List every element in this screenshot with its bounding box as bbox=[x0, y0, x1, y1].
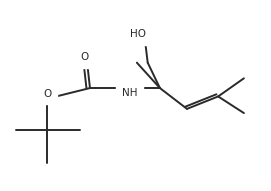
Text: NH: NH bbox=[122, 88, 137, 98]
Text: O: O bbox=[43, 89, 51, 99]
Text: O: O bbox=[80, 52, 89, 62]
Text: HO: HO bbox=[130, 29, 146, 39]
